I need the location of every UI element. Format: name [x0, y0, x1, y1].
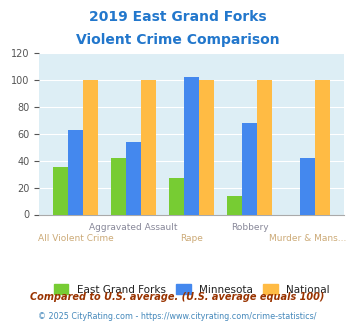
Bar: [83, 80, 98, 214]
Text: All Violent Crime: All Violent Crime: [38, 234, 114, 243]
Text: Robbery: Robbery: [231, 223, 269, 232]
Bar: [199, 80, 214, 214]
Text: Rape: Rape: [180, 234, 203, 243]
Bar: [111, 158, 126, 214]
Text: Aggravated Assault: Aggravated Assault: [89, 223, 178, 232]
Text: © 2025 CityRating.com - https://www.cityrating.com/crime-statistics/: © 2025 CityRating.com - https://www.city…: [38, 312, 317, 321]
Bar: [53, 167, 68, 214]
Bar: [315, 80, 331, 214]
Text: 2019 East Grand Forks: 2019 East Grand Forks: [89, 10, 266, 24]
Text: Murder & Mans...: Murder & Mans...: [269, 234, 346, 243]
Bar: [184, 77, 199, 214]
Bar: [242, 123, 257, 214]
Text: Violent Crime Comparison: Violent Crime Comparison: [76, 33, 279, 47]
Bar: [300, 158, 315, 214]
Bar: [141, 80, 156, 214]
Legend: East Grand Forks, Minnesota, National: East Grand Forks, Minnesota, National: [50, 281, 333, 298]
Bar: [68, 130, 83, 214]
Bar: [169, 178, 184, 214]
Bar: [257, 80, 272, 214]
Text: Compared to U.S. average. (U.S. average equals 100): Compared to U.S. average. (U.S. average …: [30, 292, 325, 302]
Bar: [126, 142, 141, 214]
Bar: [227, 196, 242, 214]
